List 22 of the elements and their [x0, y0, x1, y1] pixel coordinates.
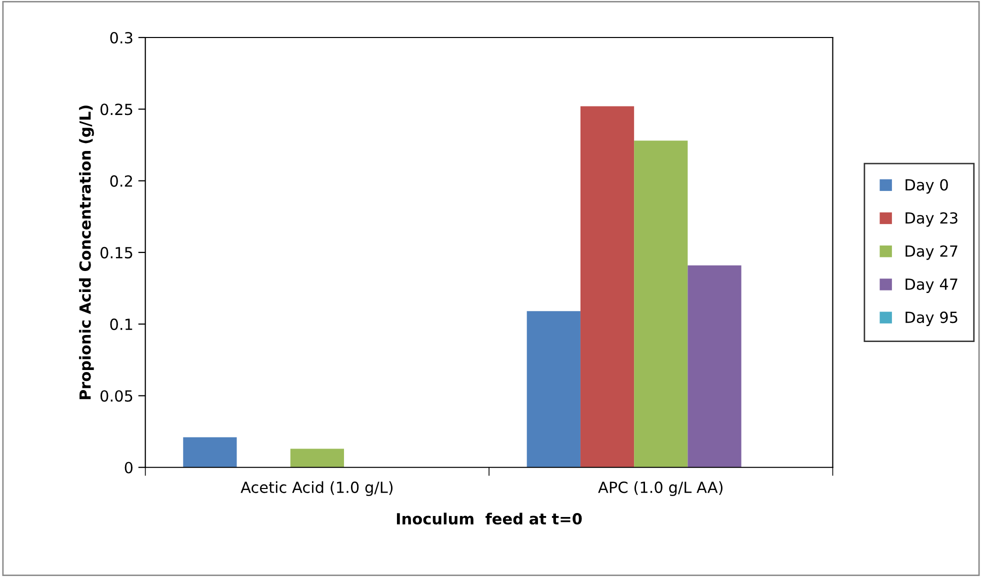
bar [688, 265, 742, 468]
bar [634, 140, 688, 468]
legend-label: Day 23 [906, 212, 958, 227]
legend-label: Day 47 [906, 278, 958, 293]
x-tick-label: APC (1.0 g/L AA) [598, 481, 722, 496]
x-axis-title: Inoculum feed at t=0 [396, 512, 582, 525]
legend-label: Day 27 [906, 245, 958, 260]
bar [526, 311, 580, 468]
legend-label: Day 0 [906, 179, 948, 194]
y-tick-label: 0.25 [100, 104, 132, 116]
y-tick-label: 0.15 [100, 246, 132, 258]
bar [290, 448, 344, 468]
y-tick-label: 0.05 [100, 390, 132, 402]
y-tick-label: 0.1 [110, 318, 132, 330]
y-tick-label: 0 [124, 462, 133, 474]
y-tick-label: 0.2 [110, 175, 132, 187]
y-tick-label: 0.3 [110, 32, 132, 44]
bar [183, 437, 237, 468]
legend-label: Day 95 [906, 312, 958, 326]
x-tick-label: Acetic Acid (1.0 g/L) [240, 481, 393, 496]
y-axis-title: Propionic Acid Concentration (g/L) [79, 106, 94, 400]
bar [580, 106, 634, 468]
